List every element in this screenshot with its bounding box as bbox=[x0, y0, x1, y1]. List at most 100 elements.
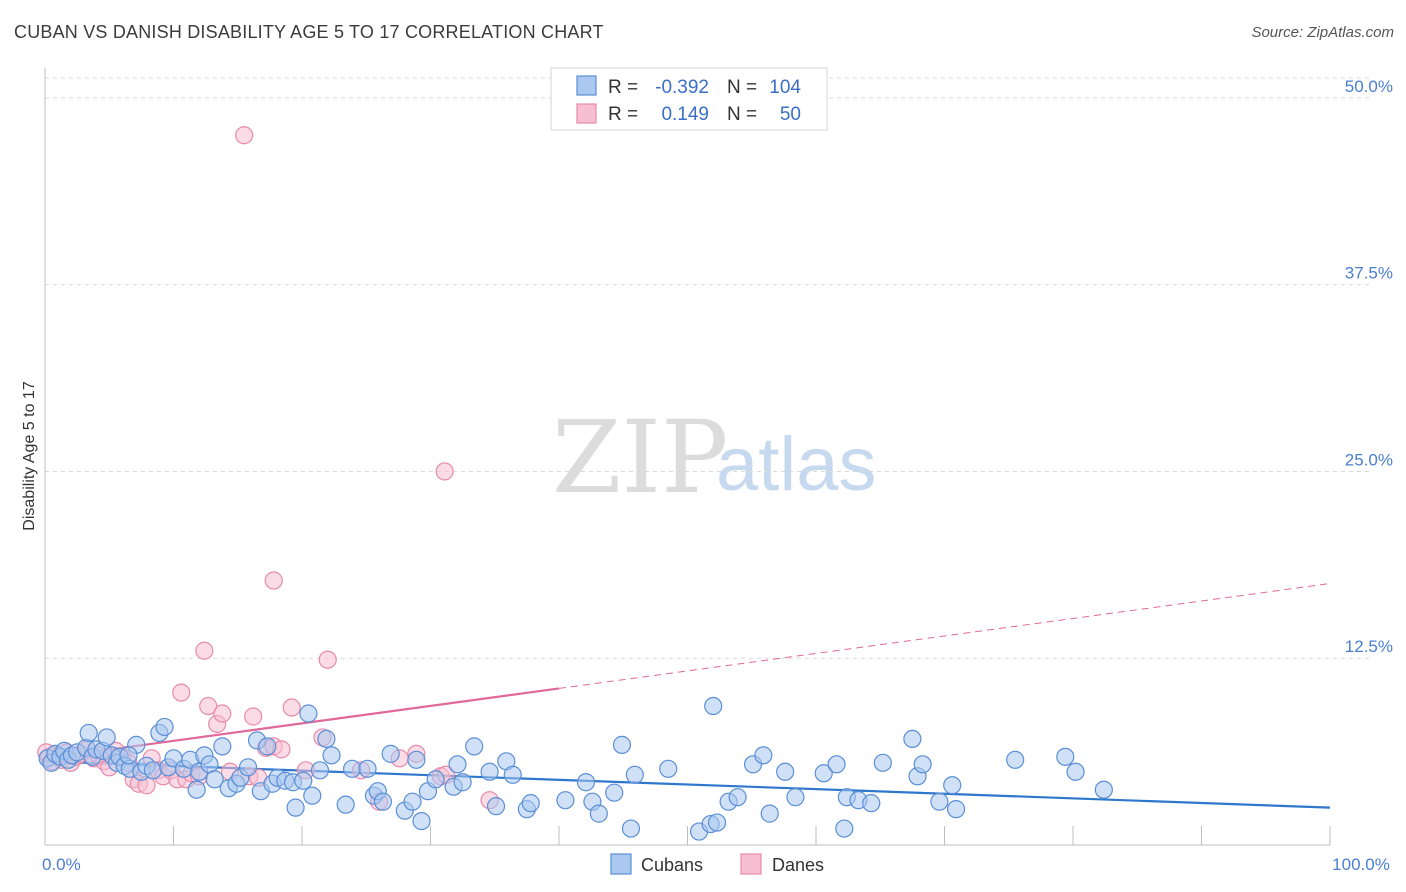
cubans-point-106 bbox=[943, 776, 962, 795]
cubans-point-102 bbox=[903, 729, 922, 749]
cubans-point-25 bbox=[155, 717, 174, 737]
gridlines bbox=[45, 77, 1370, 659]
cubans-point-97 bbox=[835, 819, 854, 838]
y-tick-label-1: 25.0% bbox=[1345, 450, 1393, 469]
cubans-point-84 bbox=[659, 759, 678, 778]
x-tick-labels: 0.0% 100.0% bbox=[42, 855, 1390, 874]
cubans-point-95 bbox=[814, 764, 833, 783]
legend-n-value-danes: 50 bbox=[780, 104, 801, 125]
cubans-point-93 bbox=[776, 762, 795, 781]
cubans-point-113 bbox=[119, 746, 138, 765]
cubans-point-55 bbox=[358, 759, 377, 778]
cubans-point-58 bbox=[373, 792, 393, 811]
cubans-point-65 bbox=[426, 770, 445, 789]
cubans-point-82 bbox=[621, 819, 641, 838]
y-tick-label-0: 12.5% bbox=[1345, 637, 1393, 656]
cubans-point-61 bbox=[403, 792, 422, 811]
x-tick-label-0: 0.0% bbox=[42, 855, 81, 874]
danes-point-44 bbox=[318, 650, 337, 669]
legend-r-label-danes: R = bbox=[608, 104, 638, 125]
bottom-legend-danes: Danes bbox=[772, 855, 824, 875]
cubans-point-46 bbox=[286, 798, 305, 817]
danes-point-39 bbox=[264, 571, 283, 590]
danes-point-51 bbox=[435, 462, 454, 481]
cubans-point-77 bbox=[576, 773, 596, 792]
danes-point-31 bbox=[213, 704, 232, 723]
legend-r-label-cubans: R = bbox=[608, 77, 638, 98]
legend-r-value-danes: 0.149 bbox=[661, 104, 709, 125]
cubans-point-30 bbox=[187, 780, 206, 799]
legend-r-value-cubans: -0.392 bbox=[655, 77, 709, 98]
cubans-point-41 bbox=[258, 737, 277, 756]
cubans-point-54 bbox=[343, 759, 362, 778]
y-tick-label-2: 37.5% bbox=[1345, 264, 1393, 283]
cubans-point-112 bbox=[704, 696, 723, 716]
cubans-point-75 bbox=[521, 794, 540, 813]
cubans-point-48 bbox=[299, 704, 318, 723]
cubans-point-91 bbox=[754, 746, 773, 765]
legend-n-label-danes: N = bbox=[727, 104, 757, 125]
watermark-zip: ZIP bbox=[552, 399, 728, 516]
cubans-point-87 bbox=[707, 813, 727, 832]
cubans-point-70 bbox=[480, 762, 499, 781]
legend-swatch-cubans bbox=[576, 75, 597, 96]
cubans-point-50 bbox=[310, 761, 330, 780]
cubans-point-13 bbox=[97, 728, 116, 747]
danes-point-28 bbox=[195, 641, 214, 660]
source-label: Source: ZipAtlas.com bbox=[1251, 24, 1394, 41]
cubans-point-67 bbox=[448, 755, 467, 774]
cubans-point-53 bbox=[336, 795, 355, 814]
legend-n-label-cubans: N = bbox=[727, 77, 757, 98]
cubans-point-79 bbox=[589, 804, 608, 823]
danes-point-33 bbox=[235, 126, 254, 145]
cubans-point-51 bbox=[317, 729, 336, 749]
cubans-point-105 bbox=[930, 792, 949, 811]
y-axis-title: Disability Age 5 to 17 bbox=[21, 381, 38, 531]
cubans-point-94 bbox=[786, 788, 805, 807]
y-tick-labels: 12.5% 25.0% 37.5% 50.0% bbox=[1345, 77, 1393, 656]
cubans-point-22 bbox=[143, 761, 163, 780]
cubans-point-96 bbox=[827, 755, 846, 774]
chart-title: CUBAN VS DANISH DISABILITY AGE 5 TO 17 C… bbox=[14, 22, 604, 42]
watermark-atlas: atlas bbox=[716, 422, 877, 507]
danes-trend-line-extension bbox=[558, 583, 1331, 689]
cubans-point-68 bbox=[453, 773, 472, 792]
x-tick-label-1: 100.0% bbox=[1332, 855, 1390, 874]
bottom-legend-cubans: Cubans bbox=[641, 855, 703, 875]
cubans-point-83 bbox=[625, 765, 644, 784]
danes-points bbox=[37, 126, 499, 811]
danes-point-29 bbox=[199, 696, 218, 716]
cubans-point-101 bbox=[873, 753, 892, 772]
cubans-point-109 bbox=[1056, 747, 1075, 766]
cubans-point-33 bbox=[205, 770, 224, 789]
cubans-point-100 bbox=[862, 794, 881, 813]
bottom-legend-swatch-cubans bbox=[610, 853, 632, 875]
legend-n-value-cubans: 104 bbox=[769, 77, 801, 98]
danes-point-35 bbox=[244, 707, 263, 726]
cubans-point-52 bbox=[322, 746, 341, 765]
cubans-point-80 bbox=[605, 783, 624, 802]
cubans-point-38 bbox=[238, 758, 258, 777]
cubans-point-92 bbox=[760, 804, 779, 823]
cubans-point-69 bbox=[465, 737, 484, 756]
cubans-point-104 bbox=[913, 755, 932, 774]
cubans-point-108 bbox=[1006, 750, 1025, 769]
cubans-point-73 bbox=[503, 765, 522, 784]
cubans-point-59 bbox=[381, 744, 400, 763]
cubans-point-76 bbox=[556, 791, 575, 810]
bottom-legend-swatch-danes bbox=[740, 853, 762, 875]
cubans-point-71 bbox=[486, 797, 506, 816]
x-ticks bbox=[44, 826, 1331, 845]
legend-box: R = -0.392 N = 104 R = 0.149 N = 50 bbox=[550, 67, 828, 131]
cubans-point-110 bbox=[1066, 762, 1085, 781]
danes-point-24 bbox=[172, 683, 191, 702]
cubans-point-34 bbox=[213, 737, 232, 756]
cubans-point-63 bbox=[412, 811, 431, 831]
cubans-point-49 bbox=[303, 786, 322, 805]
cubans-point-111 bbox=[1094, 780, 1113, 799]
legend-frame bbox=[550, 67, 828, 131]
y-tick-label-3: 50.0% bbox=[1345, 77, 1393, 96]
cubans-point-81 bbox=[612, 735, 632, 754]
cubans-point-62 bbox=[407, 750, 426, 769]
